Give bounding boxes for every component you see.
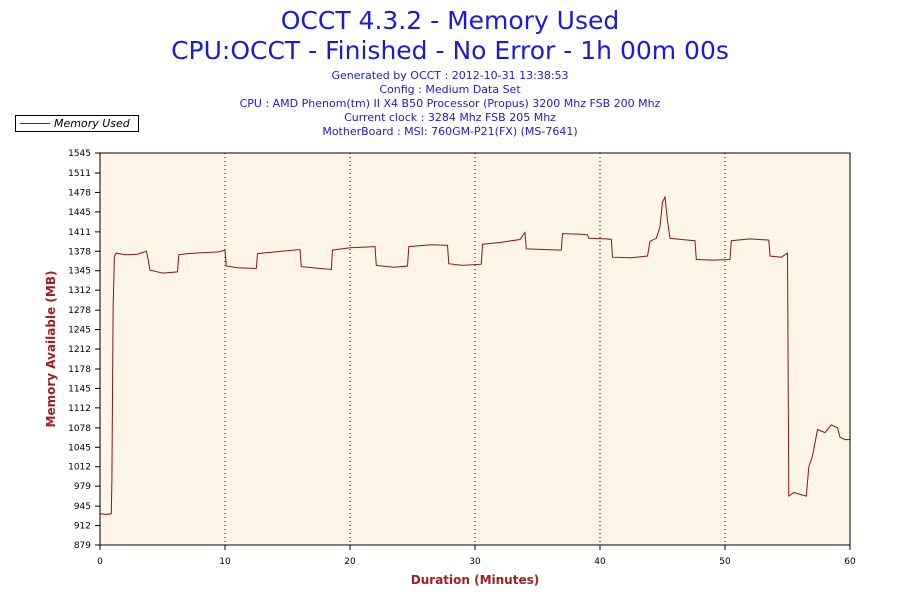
chart-title: OCCT 4.3.2 - Memory Used — [280, 6, 620, 35]
y-tick-label: 1411 — [68, 228, 91, 238]
legend-line-swatch — [20, 123, 50, 124]
legend: Memory Used — [15, 115, 139, 132]
memory-used-line — [99, 195, 850, 515]
grid-lines — [224, 153, 726, 545]
y-tick-label: 979 — [74, 482, 91, 492]
x-tick-label: 40 — [594, 557, 606, 567]
y-tick-label: 1545 — [68, 149, 91, 159]
y-tick-label: 945 — [74, 502, 91, 512]
y-tick-label: 1278 — [68, 306, 91, 316]
info-clock: Current clock : 3284 Mhz FSB 205 Mhz — [344, 111, 556, 124]
y-tick-label: 1045 — [68, 443, 91, 453]
y-axis-label: Memory Available (MB) — [44, 271, 58, 428]
y-tick-label: 1445 — [68, 208, 91, 218]
info-motherboard: MotherBoard : MSI: 760GM-P21(FX) (MS-764… — [322, 125, 578, 138]
info-cpu: CPU : AMD Phenom(tm) II X4 B50 Processor… — [239, 97, 661, 110]
y-tick-label: 1345 — [68, 267, 91, 277]
info-config: Config : Medium Data Set — [379, 83, 521, 96]
x-tick-label: 10 — [219, 557, 231, 567]
x-tick-label: 0 — [97, 557, 103, 567]
plot-border — [99, 152, 851, 546]
x-tick-label: 60 — [844, 557, 856, 567]
x-axis-label: Duration (Minutes) — [411, 573, 539, 587]
y-tick-label: 1312 — [68, 286, 91, 296]
y-tick-label: 879 — [74, 541, 91, 551]
info-generated: Generated by OCCT : 2012-10-31 13:38:53 — [331, 69, 569, 82]
y-tick-label: 1378 — [68, 247, 91, 257]
y-tick-label: 1112 — [68, 404, 91, 414]
y-tick-label: 1012 — [68, 463, 91, 473]
y-tick-label: 1245 — [68, 326, 91, 336]
legend-label: Memory Used — [54, 117, 130, 130]
x-tick-label: 20 — [344, 557, 356, 567]
y-axis-ticks: 879 912 945 979 1012 1045 1078 1112 1145 1178 1212… — [68, 149, 100, 551]
y-tick-label: 1478 — [68, 188, 91, 198]
y-tick-label: 1145 — [68, 384, 91, 394]
x-axis-ticks: 0 10 20 30 40 50 60 — [97, 545, 856, 567]
y-tick-label: 1212 — [68, 345, 91, 355]
y-tick-label: 912 — [74, 522, 91, 532]
x-tick-label: 30 — [469, 557, 481, 567]
y-tick-label: 1078 — [68, 424, 91, 434]
chart-subtitle: CPU:OCCT - Finished - No Error - 1h 00m … — [171, 36, 729, 65]
y-tick-label: 1511 — [68, 169, 91, 179]
x-tick-label: 50 — [719, 557, 731, 567]
y-tick-label: 1178 — [68, 365, 91, 375]
